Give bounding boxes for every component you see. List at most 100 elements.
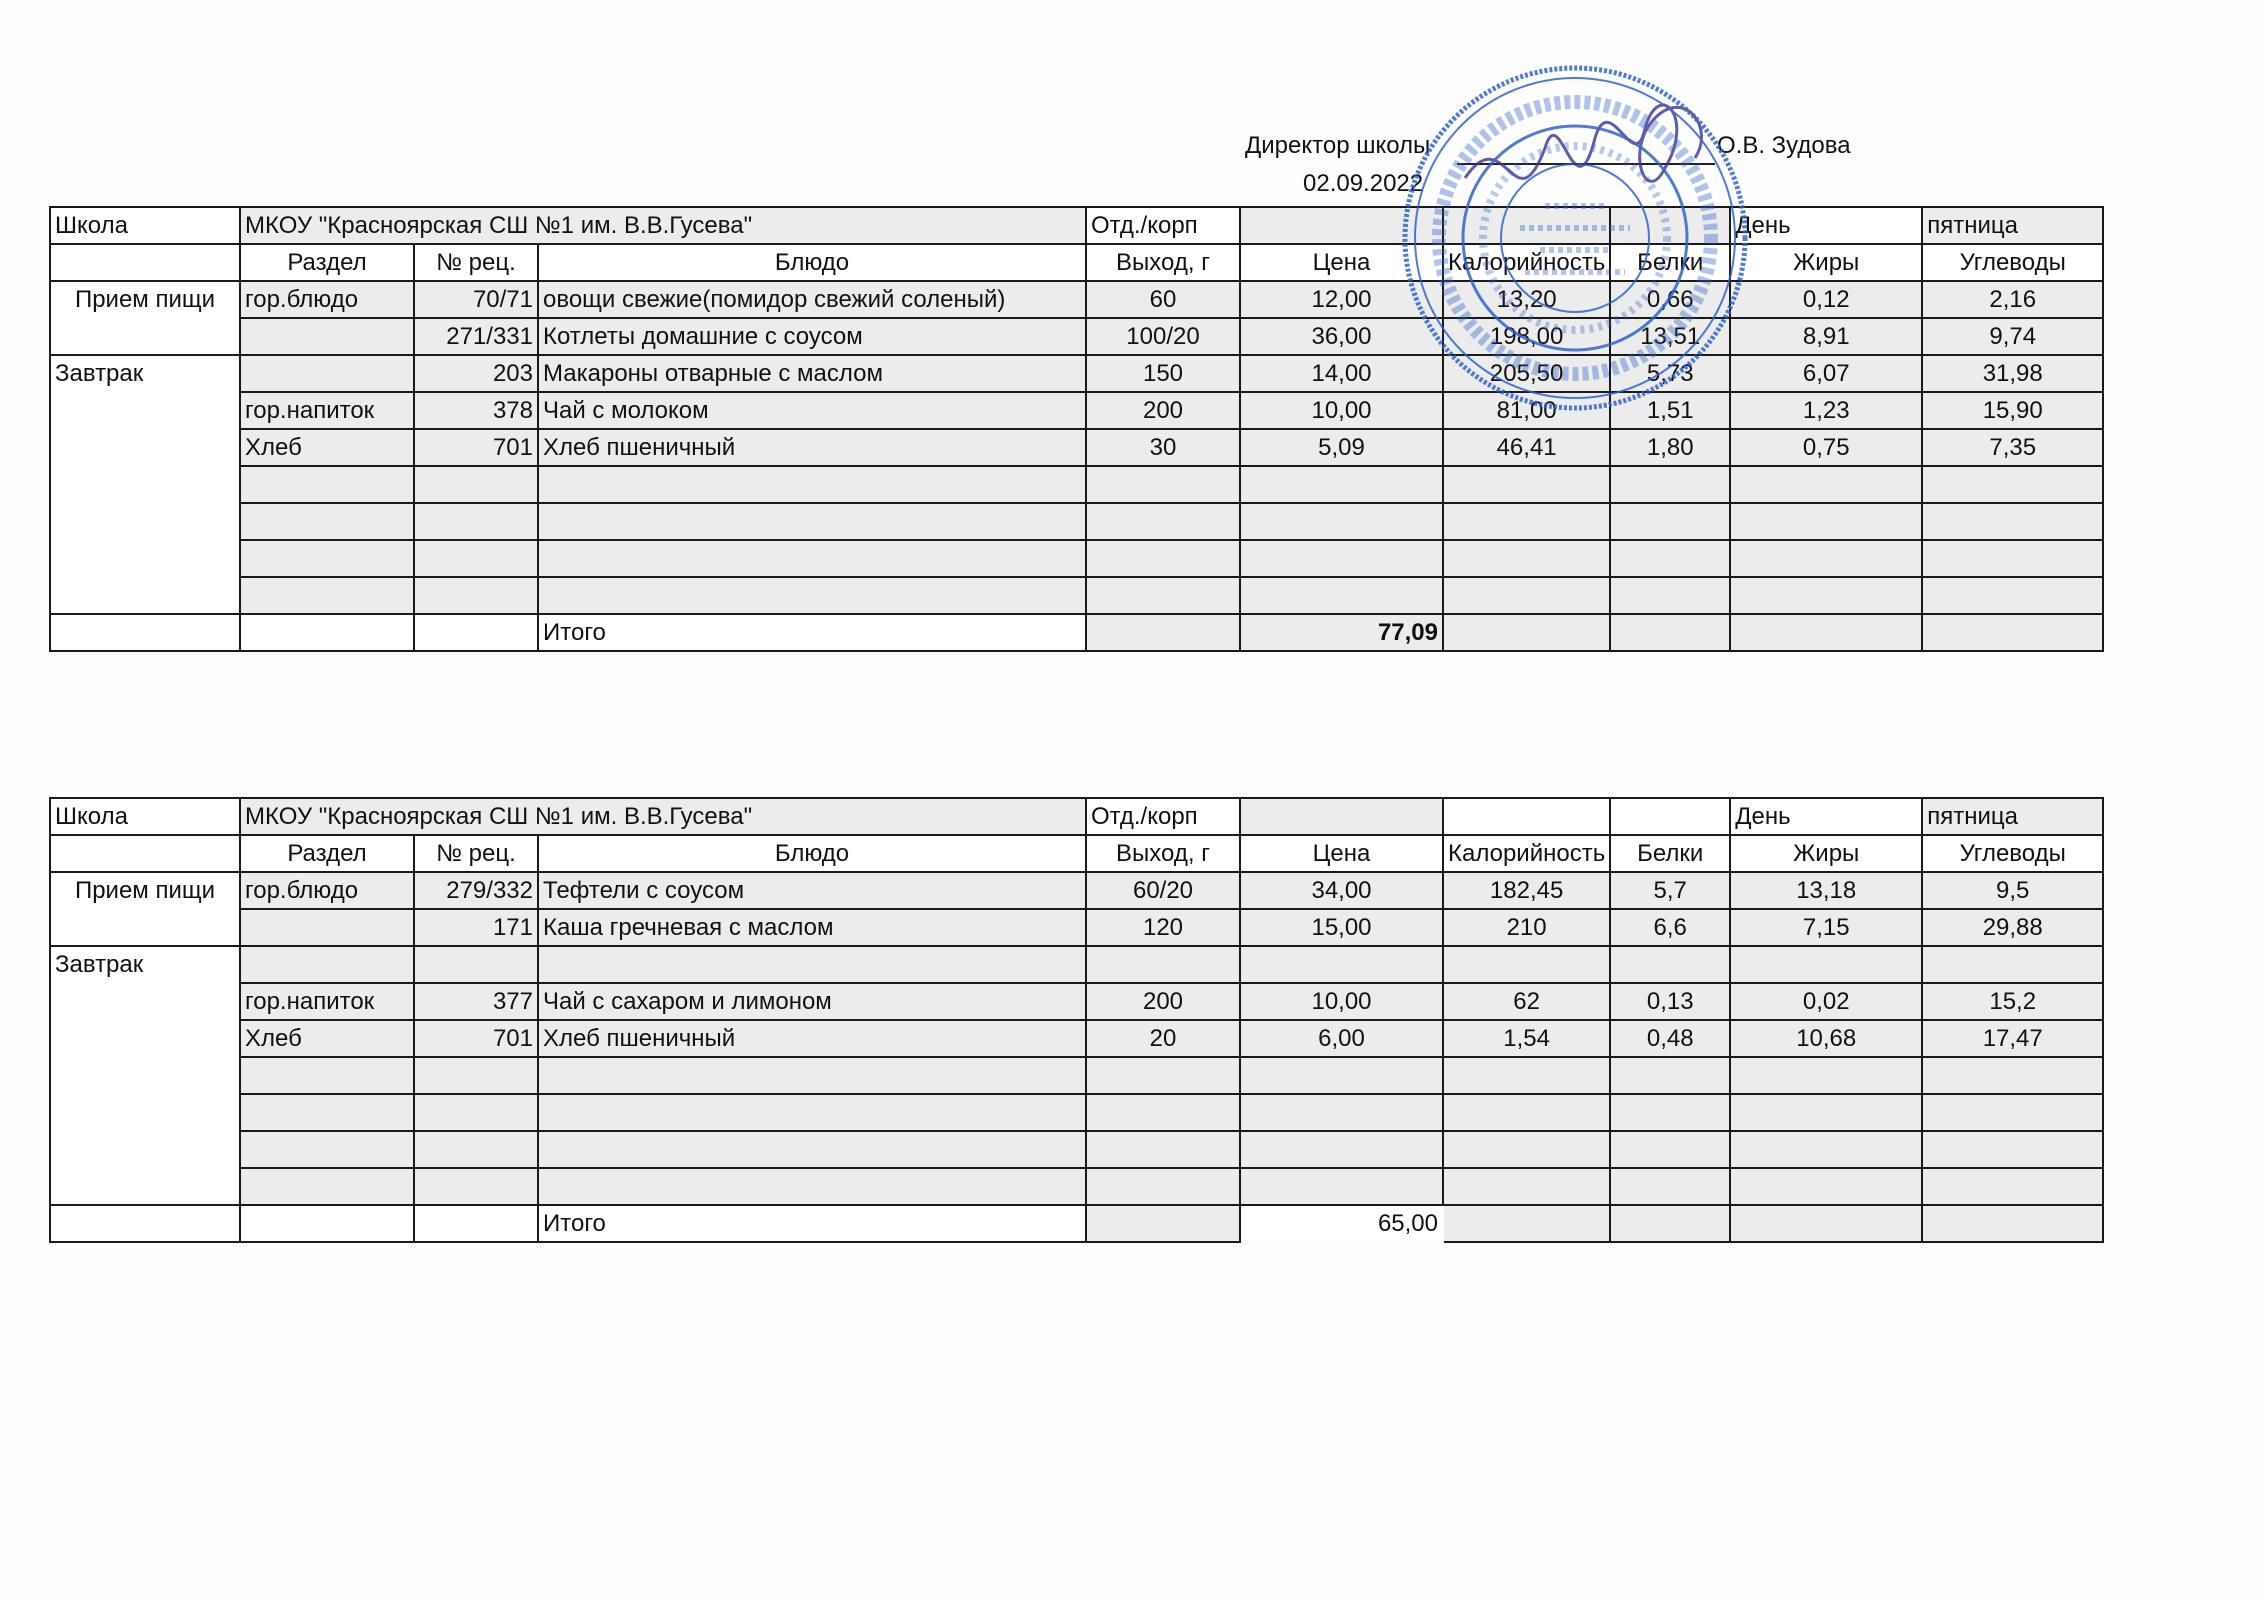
protein-cell: 0,66 [1609,280,1732,319]
table-row [50,1130,2105,1169]
column-header: Белки [1609,243,1732,282]
fat-cell [1729,539,1924,578]
calories-cell [1441,576,1612,615]
table-row [50,502,2105,541]
dish-cell [537,1130,1087,1169]
table-cell [1609,613,1732,652]
column-header: Углеводы [1921,834,2105,873]
fat-cell [1729,1093,1924,1132]
total-label: Итого [537,1204,1087,1243]
protein-cell [1609,945,1732,984]
calories-cell: 198,00 [1441,317,1612,356]
fat-cell [1729,1056,1924,1095]
protein-cell [1609,1167,1732,1206]
table-row [50,576,2105,615]
fat-cell [1729,502,1924,541]
carbs-cell: 29,88 [1921,908,2105,947]
table-cell [1729,613,1924,652]
dept-label: Отд./корп [1085,206,1241,245]
section-cell [239,908,415,947]
recipe-cell: 70/71 [413,280,539,319]
section-cell [239,354,415,393]
recipe-cell: 701 [413,428,539,467]
price-cell: 34,00 [1239,871,1444,910]
fat-cell: 1,23 [1729,391,1924,430]
yield-cell: 60/20 [1085,871,1241,910]
table-cell [1085,1204,1241,1243]
fat-cell: 13,18 [1729,871,1924,910]
section-cell [239,317,415,356]
protein-cell [1609,539,1732,578]
dish-cell [537,539,1087,578]
section-cell [239,1130,415,1169]
fat-cell [1729,1167,1924,1206]
calories-cell [1441,539,1612,578]
table-cell [413,1204,539,1243]
yield-cell: 100/20 [1085,317,1241,356]
price-cell: 10,00 [1239,391,1444,430]
school-label: Школа [49,797,241,836]
carbs-cell: 9,5 [1921,871,2105,910]
column-header: Цена [1239,834,1444,873]
price-cell: 12,00 [1239,280,1444,319]
price-cell: 10,00 [1239,982,1444,1021]
day-label: День [1729,797,1924,836]
dish-cell [537,1167,1087,1206]
yield-cell: 60 [1085,280,1241,319]
header-row: Раздел № рец. Блюдо Выход, г Цена Калорийност… [49,243,2105,282]
fat-cell [1729,576,1924,615]
protein-cell [1609,502,1732,541]
yield-cell [1085,539,1241,578]
fat-cell [1729,1130,1924,1169]
table-cell [239,1204,415,1243]
signature-line [1457,163,1715,165]
table-cell [1441,797,1612,836]
section-cell [239,539,415,578]
calories-cell: 46,41 [1441,428,1612,467]
yield-cell [1085,1130,1241,1169]
section-cell: гор.блюдо [239,280,415,319]
section-cell [239,945,415,984]
calories-cell [1441,465,1612,504]
table-cell [1441,1204,1612,1243]
yield-cell: 200 [1085,391,1241,430]
director-name: О.В. Зудова [1717,132,1851,159]
section-cell [239,576,415,615]
fat-cell: 0,12 [1729,280,1924,319]
school-row: Школа МКОУ "Красноярская СШ №1 им. В.В.Гу… [49,206,2105,245]
table-row: Завтрак 203 Макароны отварные с маслом 150 1… [49,354,2105,615]
protein-cell: 1,80 [1609,428,1732,467]
carbs-cell [1921,502,2105,541]
recipe-cell: 171 [413,908,539,947]
column-header: № рец. [413,243,539,282]
calories-cell: 81,00 [1441,391,1612,430]
total-row: Итого 77,09 [49,613,2105,652]
table-row [50,1056,2105,1095]
price-cell [1239,539,1444,578]
calories-cell: 205,50 [1441,354,1612,393]
recipe-cell: 279/332 [413,871,539,910]
section-cell [239,1056,415,1095]
price-cell [1239,1130,1444,1169]
dish-cell: Котлеты домашние с соусом [537,317,1087,356]
table-row: гор.напиток 377 Чай с сахаром и лимоном 200… [50,982,2105,1021]
section-cell: гор.напиток [239,982,415,1021]
carbs-cell [1921,539,2105,578]
recipe-cell [413,1056,539,1095]
protein-cell [1609,1130,1732,1169]
column-header: Калорийность [1441,243,1612,282]
section-cell [239,1093,415,1132]
yield-cell: 20 [1085,1019,1241,1058]
carbs-cell: 15,2 [1921,982,2105,1021]
column-header [49,243,241,282]
carbs-cell [1921,945,2105,984]
yield-cell [1085,1093,1241,1132]
column-header: Белки [1609,834,1732,873]
table-row: гор.напиток 378 Чай с молоком 200 10,00 81,00… [50,391,2105,430]
calories-cell: 62 [1441,982,1612,1021]
table-row: Хлеб 701 Хлеб пшеничный 20 6,00 1,54 0,48 10,68… [50,1019,2105,1058]
column-header: № рец. [413,834,539,873]
yield-cell [1085,576,1241,615]
day-value: пятница [1921,797,2105,836]
recipe-cell [413,1093,539,1132]
